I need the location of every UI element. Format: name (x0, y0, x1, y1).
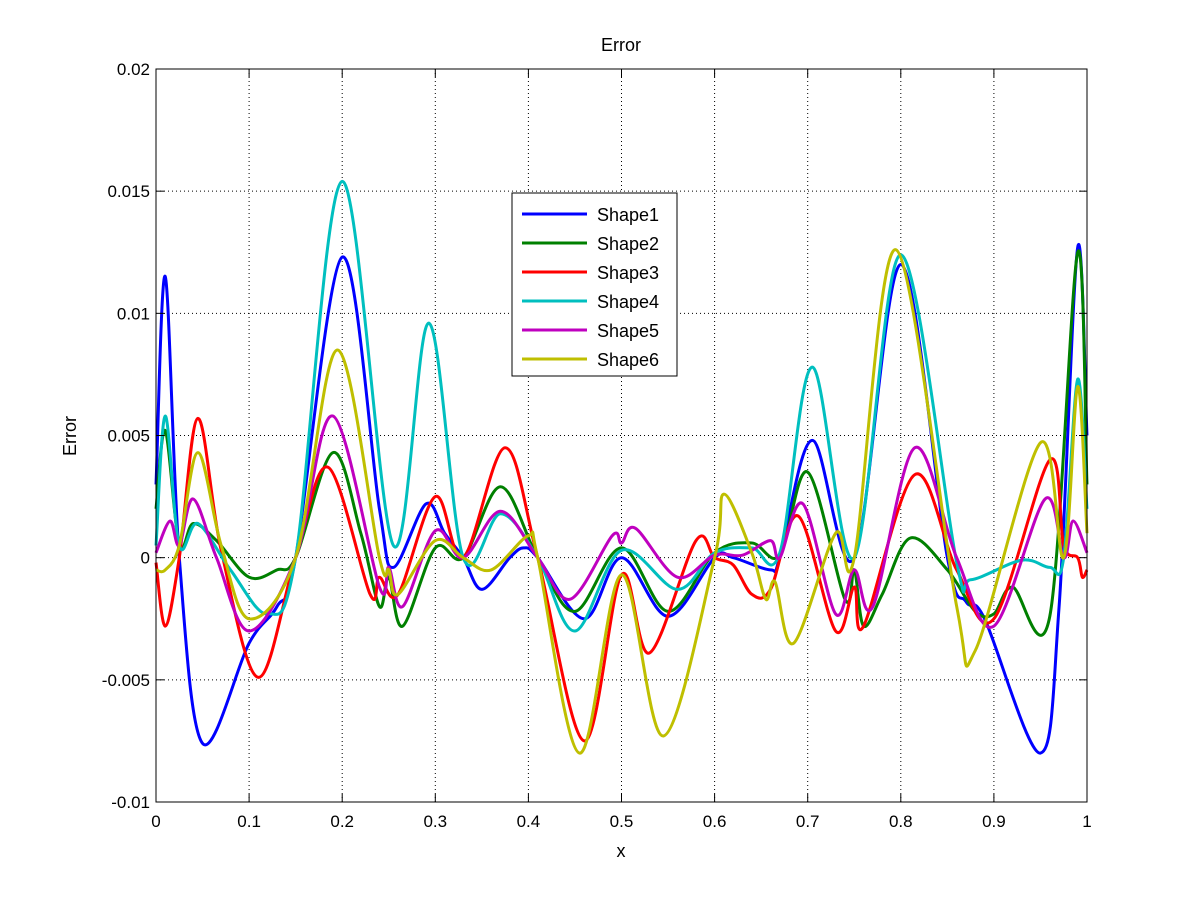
y-tick-label: 0.01 (117, 304, 150, 323)
legend-box (511, 192, 678, 377)
legend-label: Shape2 (597, 234, 659, 254)
x-tick-label: 0 (151, 812, 160, 831)
y-tick-label: -0.005 (102, 671, 150, 690)
series-line-shape4 (154, 179, 1089, 633)
series-line-shape6 (155, 248, 1089, 755)
x-tick-label: 0.3 (423, 812, 447, 831)
x-tick-label: 0.4 (517, 812, 541, 831)
legend-label: Shape6 (597, 350, 659, 370)
legend-label: Shape4 (597, 292, 659, 312)
series-lines (154, 179, 1089, 755)
x-axis-label: x (617, 841, 626, 861)
y-axis-label: Error (60, 416, 80, 456)
y-tick-label: 0.005 (107, 427, 150, 446)
legend-label: Shape5 (597, 321, 659, 341)
chart-title: Error (601, 35, 641, 55)
y-tick-label: 0.015 (107, 182, 150, 201)
y-tick-label: -0.01 (111, 793, 150, 812)
x-tick-label: 0.9 (982, 812, 1006, 831)
x-tick-label: 0.6 (703, 812, 727, 831)
x-tick-label: 1 (1082, 812, 1091, 831)
y-tick-label: 0 (141, 549, 150, 568)
y-tick-label: 0.02 (117, 60, 150, 79)
x-tick-label: 0.7 (796, 812, 820, 831)
x-tick-label: 0.8 (889, 812, 913, 831)
legend: Shape1 Shape2 Shape3 Shape4 Shape5 Shape6 (511, 192, 678, 377)
x-tick-label: 0.1 (237, 812, 261, 831)
ticks: 0 0.1 0.2 0.3 0.4 0.5 0.6 0.7 0.8 0.9 1 -0.01 -0.005… (102, 60, 1092, 831)
plot-area (156, 69, 1087, 802)
series-line-shape3 (154, 416, 1089, 743)
x-tick-label: 0.2 (330, 812, 354, 831)
series-line-shape2 (154, 249, 1089, 637)
legend-label: Shape3 (597, 263, 659, 283)
x-tick-label: 0.5 (610, 812, 634, 831)
legend-label: Shape1 (597, 205, 659, 225)
